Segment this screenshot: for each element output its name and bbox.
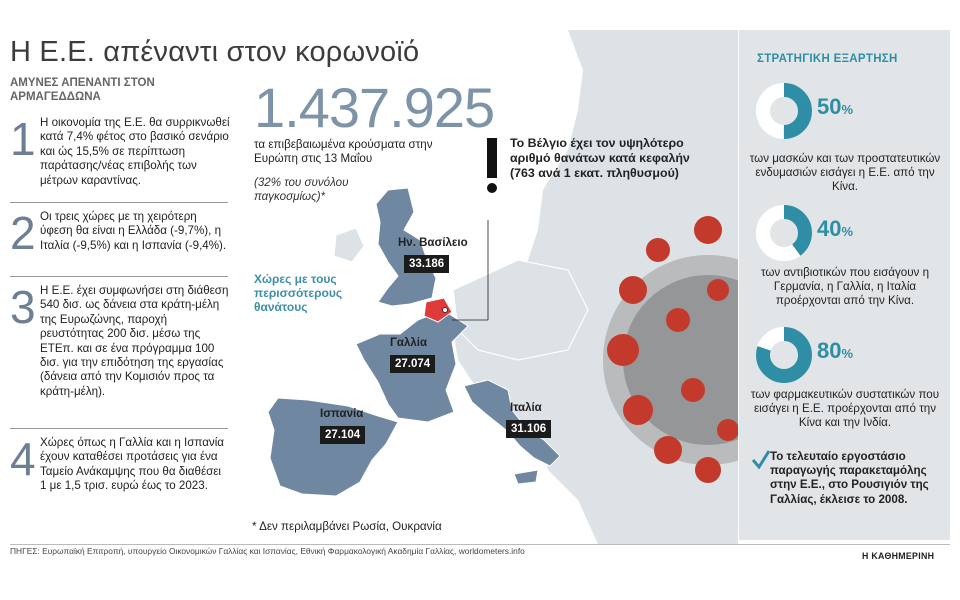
sources: ΠΗΓΕΣ: Ευρωπαϊκή Επιτροπή, υπουργείο Οικ… [10,546,525,556]
page-title: Η Ε.Ε. απέναντι στον κορωνοϊό [10,36,420,68]
germany-poland [452,259,589,361]
donut-chart [756,327,812,383]
item-text: Οι τρεις χώρες με τη χειρότερη ύφεση θα … [40,210,227,252]
item-text: Χώρες όπως η Γαλλία και η Ισπανία έχουν … [40,436,224,493]
divider [10,276,228,277]
country-label-uk: Ην. Βασίλειο [398,237,468,249]
stat-description: των φαρμακευτικών συστατικών που εισάγει… [750,388,940,430]
belgium-shape [423,297,453,323]
ireland [333,227,365,263]
most-deaths-label: Χώρες με τους περισσότερους θανάτους [254,272,343,314]
section-heading: ΑΜΥΝΕΣ ΑΠΕΝΑΝΤΙ ΣΤΟΝ ΑΡΜΑΓΕΔΔΩΝΑ [10,77,155,103]
panel-note: Το τελευταίο εργοστάσιο παραγωγής παρακε… [770,450,929,506]
europe-map [238,30,738,544]
stat-description: των μασκών και των προστατευτικών ενδυμα… [749,152,941,194]
country-label-france: Γαλλία [390,337,428,349]
panel-title: ΣΤΡΑΤΗΓΙΚΗ ΕΞΑΡΤΗΣΗ [757,53,898,65]
check-icon [751,450,771,475]
virus-graphic [603,216,738,483]
side-panel [739,30,950,540]
cases-description: τα επιβεβαιωμένα κρούσματα στην Ευρώπη σ… [254,138,433,165]
divider [10,428,228,429]
item-number: 3 [10,281,36,333]
item-number: 4 [10,433,36,485]
stat-percent: 80% [817,338,854,363]
stat-percent: 50% [817,94,854,119]
donut-chart [756,205,812,261]
divider [10,544,950,545]
item-number: 2 [10,207,36,259]
footnote: * Δεν περιλαμβάνει Ρωσία, Ουκρανία [252,520,442,533]
country-deaths-spain: 27.104 [320,426,366,444]
belgium-pointer-dot [442,307,448,313]
country-deaths-italy: 31.106 [506,420,552,438]
belgium-note: Το Βέλγιο έχει τον υψηλότερο αριθμό θανά… [510,136,690,180]
publisher-logo: Η ΚΑΘΗΜΕΡΙΝΗ [862,551,935,561]
item-text: Η οικονομία της Ε.Ε. θα συρρικνωθεί κατά… [40,116,230,187]
donut-chart [756,83,812,139]
stat-description: των αντιβιοτικών που εισάγουν η Γερμανία… [760,266,930,308]
exclamation-icon [484,138,500,199]
spain-shape [267,397,399,497]
uk-shape [375,187,437,307]
country-deaths-uk: 33.186 [404,255,450,273]
cases-number: 1.437.925 [254,76,495,139]
country-label-spain: Ισπανία [320,408,364,420]
cases-note: (32% του συνόλου παγκοσμίως)* [254,176,349,203]
item-text: Η Ε.Ε. έχει συμφωνήσει στη διάθεση 540 δ… [40,284,229,398]
scandinavia [618,30,738,190]
country-deaths-france: 27.074 [390,355,436,373]
item-number: 1 [10,113,36,165]
country-label-italy: Ιταλία [510,402,542,414]
divider [10,202,228,203]
stat-percent: 40% [817,216,854,241]
